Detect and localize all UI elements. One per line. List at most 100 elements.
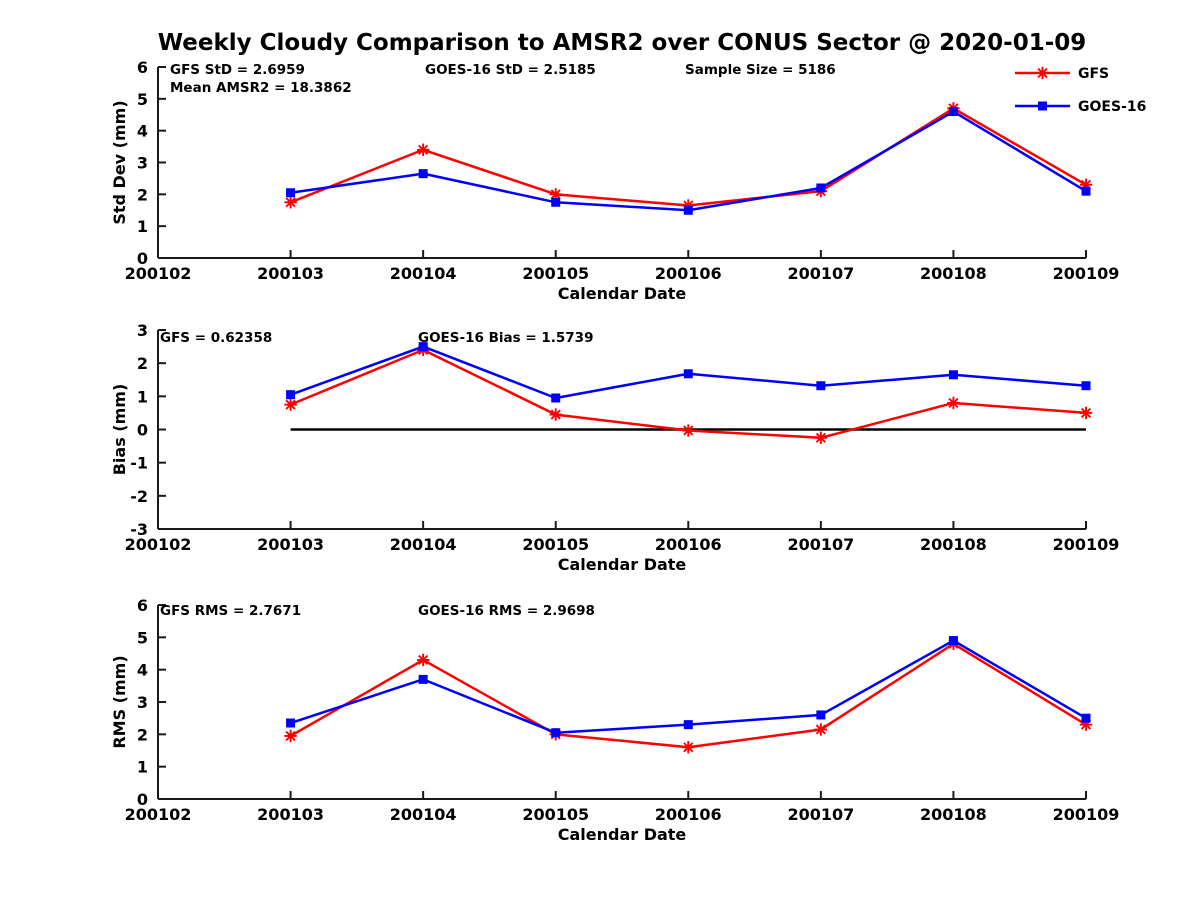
annotation: Sample Size = 5186	[685, 62, 836, 78]
panel-std-dev: 0 1 2 3 4 5 6 200102 200103 200104 200105 200106 200…	[110, 58, 1119, 303]
x-tick-label: 200105	[522, 535, 589, 554]
x-tick-label: 200107	[787, 264, 854, 283]
x-tick-label: 200109	[1053, 535, 1120, 554]
x-tick-label: 200105	[522, 805, 589, 824]
y-tick-label: 3	[137, 693, 148, 712]
gfs-marker	[682, 424, 695, 437]
y-tick-label: -3	[130, 520, 148, 539]
y-axis-label: RMS (mm)	[110, 655, 129, 748]
goes16-marker	[551, 393, 561, 403]
x-tick-label: 200104	[390, 264, 457, 283]
x-tick-label: 200108	[920, 264, 987, 283]
goes16-marker	[1081, 186, 1091, 196]
x-axis-label: Calendar Date	[558, 284, 687, 303]
goes16-legend-marker	[1038, 101, 1047, 111]
y-tick-label: 5	[137, 628, 148, 647]
gfs-marker	[284, 196, 297, 209]
goes16-marker	[418, 342, 428, 352]
gfs-line	[289, 642, 1087, 749]
y-tick-label: -2	[130, 487, 148, 506]
y-tick-label: -1	[130, 454, 148, 473]
x-tick-label: 200102	[125, 264, 192, 283]
y-tick-label: 0	[137, 421, 148, 440]
goes16-marker	[683, 205, 693, 215]
goes16-marker	[551, 728, 561, 738]
annotation: GOES-16 StD = 2.5185	[425, 62, 596, 78]
annotation: Mean AMSR2 = 18.3862	[170, 80, 352, 96]
goes16-marker	[948, 636, 958, 646]
x-tick-label: 200103	[257, 805, 324, 824]
legend: GFS GOES-16	[1015, 66, 1146, 115]
y-tick-label: 2	[137, 354, 148, 373]
gfs-marker	[814, 431, 828, 444]
y-tick-label: 3	[137, 321, 148, 340]
gfs-marker	[284, 398, 297, 411]
x-tick-label: 200105	[522, 264, 589, 283]
goes16-marker	[1081, 381, 1091, 391]
y-axis-label: Bias (mm)	[110, 384, 129, 476]
x-tick-label: 200102	[125, 535, 192, 554]
y-tick-label: 2	[137, 725, 148, 744]
gfs-marker	[814, 723, 828, 736]
y-axis-label: Std Dev (mm)	[110, 100, 129, 224]
x-tick-label: 200108	[920, 535, 987, 554]
panel-bias: -3 -2 -1 0 1 2 3 200102 200103 200104 200105 200106…	[110, 321, 1119, 574]
goes16-marker	[418, 169, 428, 179]
annotation: GFS StD = 2.6959	[170, 62, 305, 78]
goes16-marker	[286, 718, 296, 728]
x-axis-label: Calendar Date	[558, 825, 687, 844]
x-tick-label: 200109	[1053, 264, 1120, 283]
gfs-legend-marker	[1036, 66, 1049, 80]
y-tick-label: 3	[137, 154, 148, 173]
legend-label-gfs: GFS	[1078, 66, 1109, 82]
x-axis-label: Calendar Date	[558, 555, 687, 574]
goes16-marker	[551, 197, 561, 207]
x-tick-label: 200107	[787, 805, 854, 824]
gfs-marker	[682, 741, 695, 754]
legend-label-goes16: GOES-16	[1078, 99, 1146, 115]
goes16-marker	[683, 720, 693, 730]
goes16-line	[290, 639, 1087, 734]
x-tick-label: 200103	[257, 264, 324, 283]
goes16-marker	[816, 183, 826, 193]
y-tick-label: 4	[137, 661, 148, 680]
y-tick-label: 2	[137, 185, 148, 204]
x-tick-label: 200106	[655, 264, 722, 283]
annotation: GFS RMS = 2.7671	[160, 603, 301, 619]
x-tick-label: 200104	[390, 805, 457, 824]
gfs-marker	[947, 396, 960, 410]
goes16-marker	[816, 381, 826, 391]
figure-title: Weekly Cloudy Comparison to AMSR2 over C…	[157, 30, 1087, 56]
y-tick-label: 1	[137, 217, 148, 236]
y-tick-label: 0	[137, 249, 148, 268]
y-tick-label: 1	[137, 387, 148, 406]
goes16-marker	[683, 369, 693, 379]
gfs-marker	[284, 729, 297, 743]
y-tick-label: 0	[137, 790, 148, 809]
panel-rms: 0 1 2 3 4 5 6 200102 200103 200104 200105 200106 200…	[110, 596, 1119, 844]
gfs-marker	[549, 408, 562, 421]
legend-item-goes16: GOES-16	[1015, 99, 1146, 115]
goes16-marker	[816, 710, 826, 720]
goes16-marker	[418, 674, 428, 684]
gfs-marker	[1079, 406, 1093, 420]
goes16-marker	[286, 390, 296, 400]
x-tick-label: 200108	[920, 805, 987, 824]
annotation: GFS = 0.62358	[160, 330, 272, 346]
y-tick-label: 4	[137, 122, 148, 141]
gfs-marker	[416, 143, 430, 156]
goes16-line	[290, 110, 1087, 212]
goes16-marker	[286, 188, 296, 198]
legend-item-gfs: GFS	[1015, 66, 1109, 82]
goes16-marker	[1081, 713, 1091, 723]
annotation: GOES-16 Bias = 1.5739	[418, 330, 593, 346]
x-tick-label: 200109	[1053, 805, 1120, 824]
annotation: GOES-16 RMS = 2.9698	[418, 603, 595, 619]
goes16-marker	[948, 107, 958, 117]
x-tick-label: 200107	[787, 535, 854, 554]
x-tick-label: 200102	[125, 805, 192, 824]
y-tick-label: 6	[137, 596, 148, 615]
goes16-marker	[948, 370, 958, 380]
